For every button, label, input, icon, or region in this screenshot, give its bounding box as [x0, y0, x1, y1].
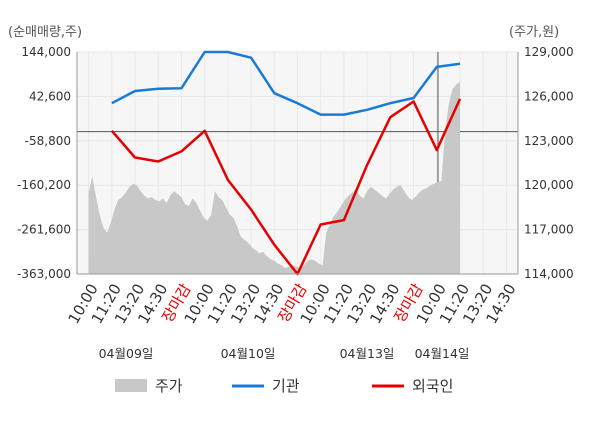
axis-layer: 144,000 42,600 -58,800 -160,200 -261,600 -363…	[17, 45, 574, 361]
right-axis-unit: (주가,원)	[509, 25, 559, 40]
left-tick-label: -363,000	[17, 267, 71, 281]
right-tick-label: 114,000	[524, 267, 574, 281]
price-area-layer	[88, 81, 460, 274]
legend-label: 주가	[155, 377, 183, 395]
date-label: 04월13일	[340, 346, 395, 361]
legend-label: 외국인	[412, 377, 453, 395]
right-tick-label: 129,000	[524, 45, 574, 59]
left-tick-label: 144,000	[21, 45, 71, 59]
left-tick-label: -261,600	[17, 223, 71, 237]
right-tick-label: 117,000	[524, 223, 574, 237]
right-tick-label: 123,000	[524, 134, 574, 148]
series-line-외국인	[110, 98, 462, 276]
legend-swatch-price	[115, 379, 147, 392]
legend-label: 기관	[272, 377, 300, 395]
line-series-layer	[110, 50, 462, 276]
legend: 주가 기관 외국인	[115, 377, 453, 395]
date-label: 04월10일	[221, 346, 276, 361]
right-tick-label: 126,000	[524, 89, 574, 103]
left-tick-label: -58,800	[25, 134, 71, 148]
left-tick-label: 42,600	[29, 89, 71, 103]
left-tick-label: -160,200	[17, 178, 71, 192]
date-label: 04월09일	[99, 346, 154, 361]
date-label: 04월14일	[415, 346, 470, 361]
left-axis-unit: (순매매량,주)	[8, 25, 82, 40]
series-line-기관	[111, 50, 461, 116]
right-tick-label: 120,000	[524, 178, 574, 192]
price-area	[88, 81, 460, 274]
